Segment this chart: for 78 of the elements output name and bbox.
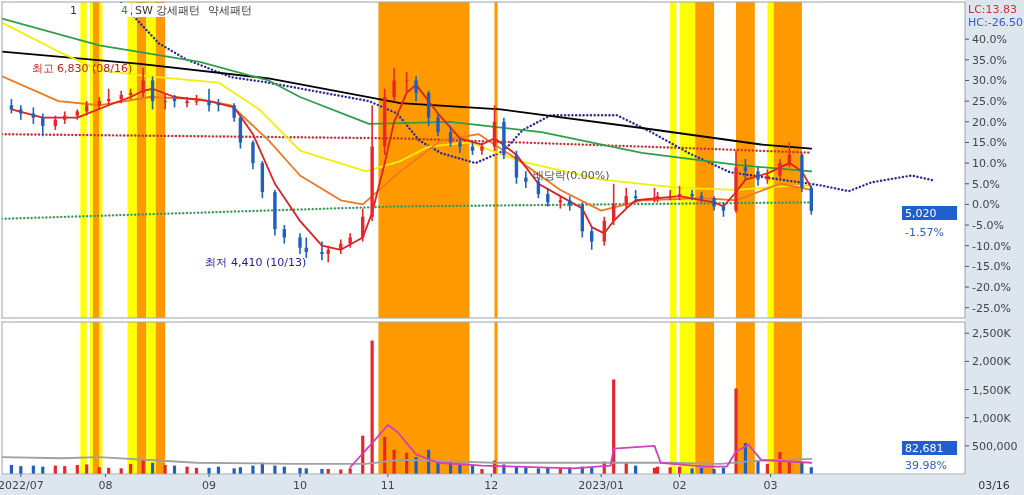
annotation: 4 (121, 4, 128, 17)
line-series (349, 424, 813, 470)
text: LC:13.83 (968, 3, 1018, 16)
bar (480, 468, 484, 474)
candlestick (150, 75, 155, 111)
y-tick-label: -25.0% (972, 301, 1011, 315)
candlestick (185, 96, 189, 109)
y-tick-label: 0.0% (972, 198, 1000, 212)
bar (436, 462, 440, 474)
bar (734, 388, 738, 474)
y-tick-label: -20.0% (972, 281, 1011, 295)
annotation: 최저 4,410 (10/13) (205, 256, 307, 270)
candlestick (480, 141, 484, 156)
annotation: -1.57% (905, 226, 944, 239)
annotation: 39.98% (905, 459, 947, 472)
annotation: SW 강세패턴 (135, 4, 201, 17)
candlestick (514, 149, 519, 185)
y-tick-label: 10.0% (972, 157, 1007, 171)
bar (320, 468, 324, 474)
y-tick-label: -15.0% (972, 260, 1011, 274)
candlestick (414, 75, 418, 102)
line-series (2, 50, 813, 150)
bar (251, 465, 255, 474)
candlestick (298, 232, 302, 255)
candlestick (251, 139, 255, 171)
candlestick (232, 102, 236, 123)
bar (690, 468, 694, 474)
candlestick (392, 67, 396, 102)
x-tick-label: 09 (202, 479, 217, 492)
candlestick (436, 112, 440, 138)
line-series (2, 132, 813, 154)
x-tick-label: 11 (380, 479, 395, 492)
candlestick (778, 158, 782, 181)
candlestick (207, 87, 211, 113)
bar (273, 465, 277, 474)
y-tick-label: 1,000K (972, 411, 1012, 425)
x-tick-label: 03 (763, 479, 778, 492)
y-tick-label: 35.0% (972, 53, 1007, 67)
candlestick (668, 189, 672, 202)
bar (298, 467, 302, 474)
y-tick-label: 2,000K (972, 355, 1012, 369)
y-tick-label: 2,500K (972, 327, 1012, 341)
y-tick-label: 1,500K (972, 383, 1012, 397)
x-tick-label: 02 (672, 479, 687, 492)
candlestick (163, 92, 167, 111)
y-tick-label: -10.0% (972, 239, 1011, 253)
y-tick-label: 25.0% (972, 95, 1007, 109)
y-tick-label: 15.0% (972, 136, 1007, 150)
bar (712, 468, 716, 474)
x-tick-label: 2023/01 (578, 479, 624, 492)
bar (207, 467, 211, 474)
line-series (2, 75, 813, 212)
annotation: 1 (70, 4, 77, 17)
candlestick (320, 240, 324, 261)
text: 03/16 (978, 479, 1010, 492)
bar (458, 463, 462, 474)
y-tick-label: 500,000 (972, 439, 1018, 453)
line-series (2, 456, 813, 465)
text: HC:-26.50 (968, 16, 1024, 29)
annotation: 약세패턴 (208, 4, 252, 17)
candlestick (611, 182, 616, 226)
candlestick (690, 189, 694, 202)
candlestick (756, 166, 760, 187)
y-tick-label: 30.0% (972, 74, 1007, 88)
y-tick-label: -5.0% (972, 219, 1004, 233)
y-tick-label: 20.0% (972, 115, 1007, 129)
bar (185, 466, 189, 474)
candlestick (602, 216, 606, 247)
annotation: 82,681 (905, 442, 944, 455)
x-tick-label: 12 (484, 479, 499, 492)
x-tick-label: 08 (98, 479, 113, 492)
y-tick-label: 40.0% (972, 33, 1007, 47)
y-tick-label: 5.0% (972, 177, 1000, 191)
x-tick-label: 10 (293, 479, 307, 492)
candlestick (546, 187, 550, 208)
candlestick (590, 226, 594, 251)
candlestick (524, 170, 528, 189)
annotation: 5,020 (905, 207, 937, 220)
